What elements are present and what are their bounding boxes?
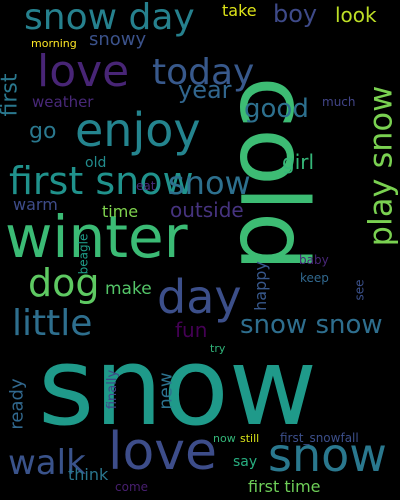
word-play-snow: play snow (361, 85, 400, 247)
word-go: go (29, 119, 57, 144)
word-snow-bottom-right: snow (268, 428, 387, 482)
word-dog: dog (28, 261, 100, 305)
word-snow-large: snow (38, 325, 318, 450)
word-winter: winter (5, 203, 188, 271)
word-day: day (157, 270, 242, 324)
word-come: come (115, 480, 149, 494)
word-today: today (152, 52, 255, 93)
word-snow-mid: snow (168, 164, 251, 202)
word-make: make (105, 279, 152, 299)
word-see: see (352, 279, 367, 301)
word-first-snowfall: first_snowfall (280, 431, 359, 445)
word-good: good (244, 94, 309, 124)
word-think: think (68, 465, 109, 484)
word-outside: outside (170, 198, 244, 222)
word-say: say (233, 454, 258, 470)
word-now: now (213, 432, 236, 445)
word-girl: girl (282, 150, 315, 174)
word-snowy: snowy (89, 29, 147, 50)
word-first-snow: first snow (9, 159, 194, 203)
word-keep: keep (300, 271, 329, 285)
word-love-bottom: love (108, 422, 218, 482)
word-try: try (210, 342, 226, 355)
word-baby: baby (299, 253, 329, 267)
word-much: much (322, 95, 356, 109)
word-time: time (102, 202, 139, 221)
word-beagle: beagle (76, 233, 91, 275)
word-fun: fun (175, 318, 208, 342)
word-walk: walk (8, 443, 86, 483)
word-first-vertical: first (0, 73, 23, 117)
word-warm: warm (13, 195, 58, 214)
word-love-top: love (37, 46, 130, 97)
word-weather: weather (32, 93, 94, 111)
word-new: new (155, 372, 177, 410)
word-look: look (335, 3, 377, 27)
word-eat: eat (136, 179, 156, 193)
word-happy: happy (250, 261, 270, 311)
word-first-time: first time (248, 477, 321, 496)
word-morning: morning (31, 37, 77, 50)
word-old: old (85, 155, 107, 171)
word-snow-snow: snow snow (240, 310, 383, 340)
word-ready: ready (6, 378, 28, 430)
word-enjoy: enjoy (75, 103, 201, 157)
word-finally: finally (105, 369, 121, 410)
word-little: little (12, 303, 93, 344)
word-boy: boy (273, 0, 318, 28)
word-take: take (222, 1, 257, 20)
word-year: year (178, 76, 232, 104)
word-snow-day: snow day (24, 0, 195, 38)
word-still: still (240, 432, 260, 445)
